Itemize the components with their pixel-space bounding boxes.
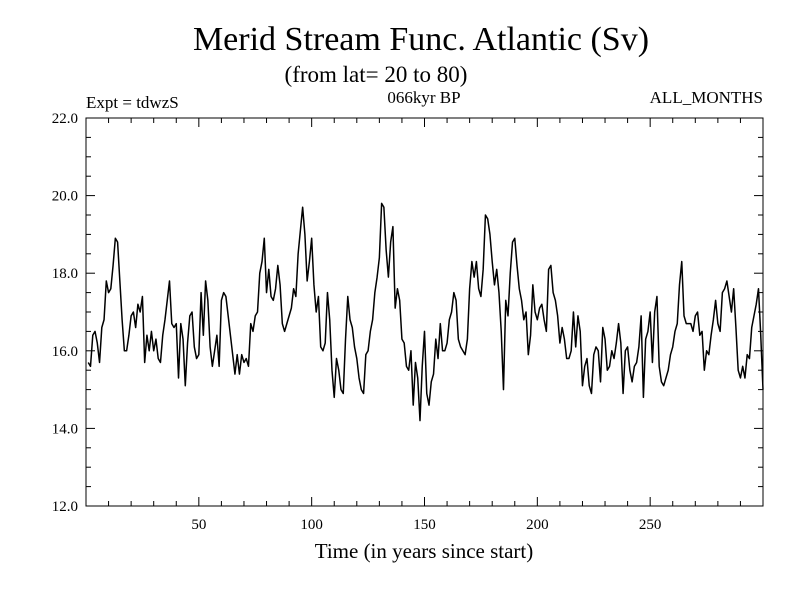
x-axis-label: Time (in years since start) [315, 539, 534, 563]
x-axis: 50 100 150 200 250 [108, 118, 741, 533]
period-label: 066kyr BP [387, 88, 460, 107]
x-tick-label: 150 [413, 517, 436, 533]
x-tick-label: 200 [526, 517, 549, 533]
months-label: ALL_MONTHS [650, 88, 763, 107]
chart-subtitle: (from lat= 20 to 80) [285, 62, 468, 87]
y-tick-label: 18.0 [52, 266, 78, 282]
x-tick-label: 100 [300, 517, 323, 533]
series-line [87, 202, 764, 422]
series-layer [87, 202, 764, 422]
x-tick-label: 50 [191, 517, 206, 533]
experiment-label: Expt = tdwzS [86, 93, 179, 112]
plot-frame [85, 117, 764, 507]
chart-title: Merid Stream Func. Atlantic (Sv) [193, 21, 649, 58]
y-tick-label: 14.0 [52, 421, 78, 437]
y-tick-label: 20.0 [52, 189, 78, 205]
y-tick-label: 22.0 [52, 111, 78, 127]
y-axis: 12.0 14.0 16.0 18.0 20.0 22.0 [52, 111, 763, 515]
y-tick-label: 16.0 [52, 344, 78, 360]
y-tick-label: 12.0 [52, 499, 78, 515]
x-tick-label: 250 [639, 517, 662, 533]
